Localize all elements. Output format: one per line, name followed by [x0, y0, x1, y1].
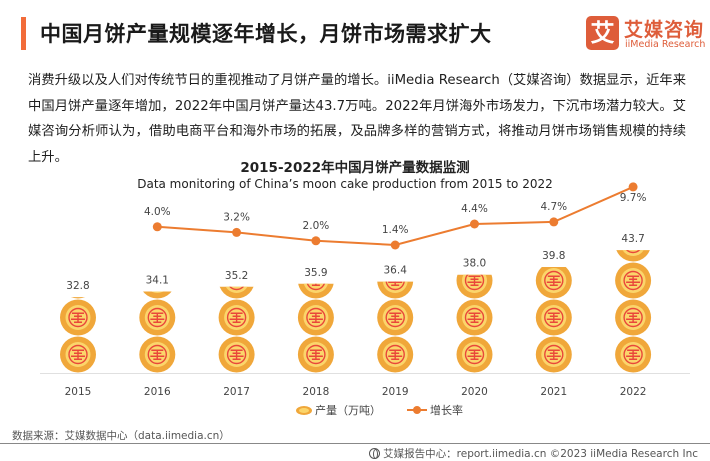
- growth-rate-point: [152, 222, 162, 232]
- footer-divider: [0, 443, 710, 444]
- growth-rate-label: 1.4%: [382, 224, 409, 236]
- mooncake-icon: [138, 335, 177, 373]
- mooncake-icon: [60, 226, 96, 262]
- credit-text: 艾媒报告中心：report.iimedia.cn ©2023 iiMedia R…: [383, 448, 698, 460]
- logo-cn-text: 艾媒咨询: [624, 19, 705, 41]
- x-tick-label: 2021: [540, 386, 567, 398]
- page-title: 中国月饼产量规模逐年增长，月饼市场需求扩大: [40, 22, 492, 46]
- mooncake-icon: [376, 298, 414, 337]
- production-value-label: 35.9: [304, 267, 327, 279]
- mooncake-icon: [455, 298, 494, 337]
- data-source: 数据来源：艾媒数据中心（data.iimedia.cn）: [12, 430, 230, 442]
- growth-rate-point: [232, 227, 242, 237]
- mooncake-icon: [457, 226, 493, 262]
- x-tick-label: 2018: [303, 386, 330, 398]
- x-tick-label: 2015: [65, 386, 92, 398]
- mooncake-icon: [535, 298, 573, 337]
- production-value-label: 43.7: [621, 233, 644, 245]
- mooncake-icon: [138, 298, 177, 337]
- growth-rate-label: 3.2%: [223, 211, 250, 223]
- growth-rate-label: 4.7%: [540, 201, 567, 213]
- mooncake-icon: [59, 298, 97, 337]
- mooncake-icon: [614, 298, 652, 337]
- mooncake-icon: [297, 335, 335, 373]
- mooncake-icon: [535, 335, 573, 373]
- production-value-label: 36.4: [384, 265, 408, 277]
- mooncake-icon: [535, 266, 573, 300]
- legend-production-label: 产量（万吨）: [315, 404, 381, 417]
- growth-rate-point: [549, 217, 559, 227]
- production-bar-2021: [535, 266, 573, 373]
- production-bar-2020: [455, 226, 494, 373]
- mooncake-icon: [614, 261, 652, 300]
- chart-legend: 产量（万吨） 增长率: [296, 402, 463, 418]
- title-accent-bar: [21, 17, 26, 50]
- production-value-label: 32.8: [66, 280, 89, 292]
- logo-mark-icon: 艾: [586, 16, 619, 50]
- logo-en-text: iiMedia Research: [625, 39, 706, 50]
- legend-growth-label: 增长率: [430, 404, 463, 417]
- production-value-label: 35.2: [225, 270, 248, 282]
- production-value-label: 39.8: [542, 250, 565, 262]
- chart-subtitle: Data monitoring of China’s moon cake pro…: [137, 177, 553, 191]
- growth-rate-point: [390, 240, 400, 250]
- mooncake-icon: [297, 298, 335, 337]
- chart-title: 2015-2022年中国月饼产量数据监测: [240, 160, 470, 176]
- iimedia-logo: 艾 艾媒咨询 iiMedia Research: [586, 16, 706, 52]
- x-tick-label: 2019: [382, 386, 409, 398]
- mooncake-icon: [217, 335, 256, 373]
- production-bar-2022: [614, 250, 652, 373]
- legend-line-icon: [407, 406, 427, 414]
- globe-icon: [369, 448, 381, 459]
- mooncake-icon: [614, 335, 652, 373]
- legend-mooncake-icon: [296, 405, 312, 415]
- mooncake-icon: [217, 298, 256, 337]
- production-value-label: 38.0: [463, 258, 486, 270]
- mooncake-icon: [59, 335, 97, 374]
- production-bar-2017: [217, 286, 256, 373]
- growth-rate-label: 4.4%: [461, 203, 488, 215]
- footer-credit: 艾媒报告中心：report.iimedia.cn ©2023 iiMedia R…: [369, 446, 698, 461]
- growth-rate-point: [311, 236, 321, 246]
- production-bar-2015: [59, 226, 97, 374]
- growth-rate-label: 2.0%: [303, 220, 330, 232]
- growth-rate-point: [628, 182, 638, 192]
- production-bar-2018: [297, 283, 335, 373]
- production-bar-2016: [138, 291, 177, 373]
- x-tick-label: 2016: [144, 386, 171, 398]
- intro-paragraph: 消费升级以及人们对传统节日的重视推动了月饼产量的增长。iiMedia Resea…: [28, 73, 686, 165]
- growth-rate-label: 9.7%: [620, 192, 647, 204]
- growth-rate-label: 4.0%: [144, 206, 171, 218]
- x-tick-label: 2020: [461, 386, 488, 398]
- x-tick-label: 2017: [223, 386, 250, 398]
- production-value-label: 34.1: [146, 275, 169, 287]
- mooncake-icon: [455, 335, 494, 373]
- growth-rate-point: [470, 219, 479, 229]
- x-tick-label: 2022: [620, 386, 647, 398]
- mooncake-icon: [376, 335, 414, 373]
